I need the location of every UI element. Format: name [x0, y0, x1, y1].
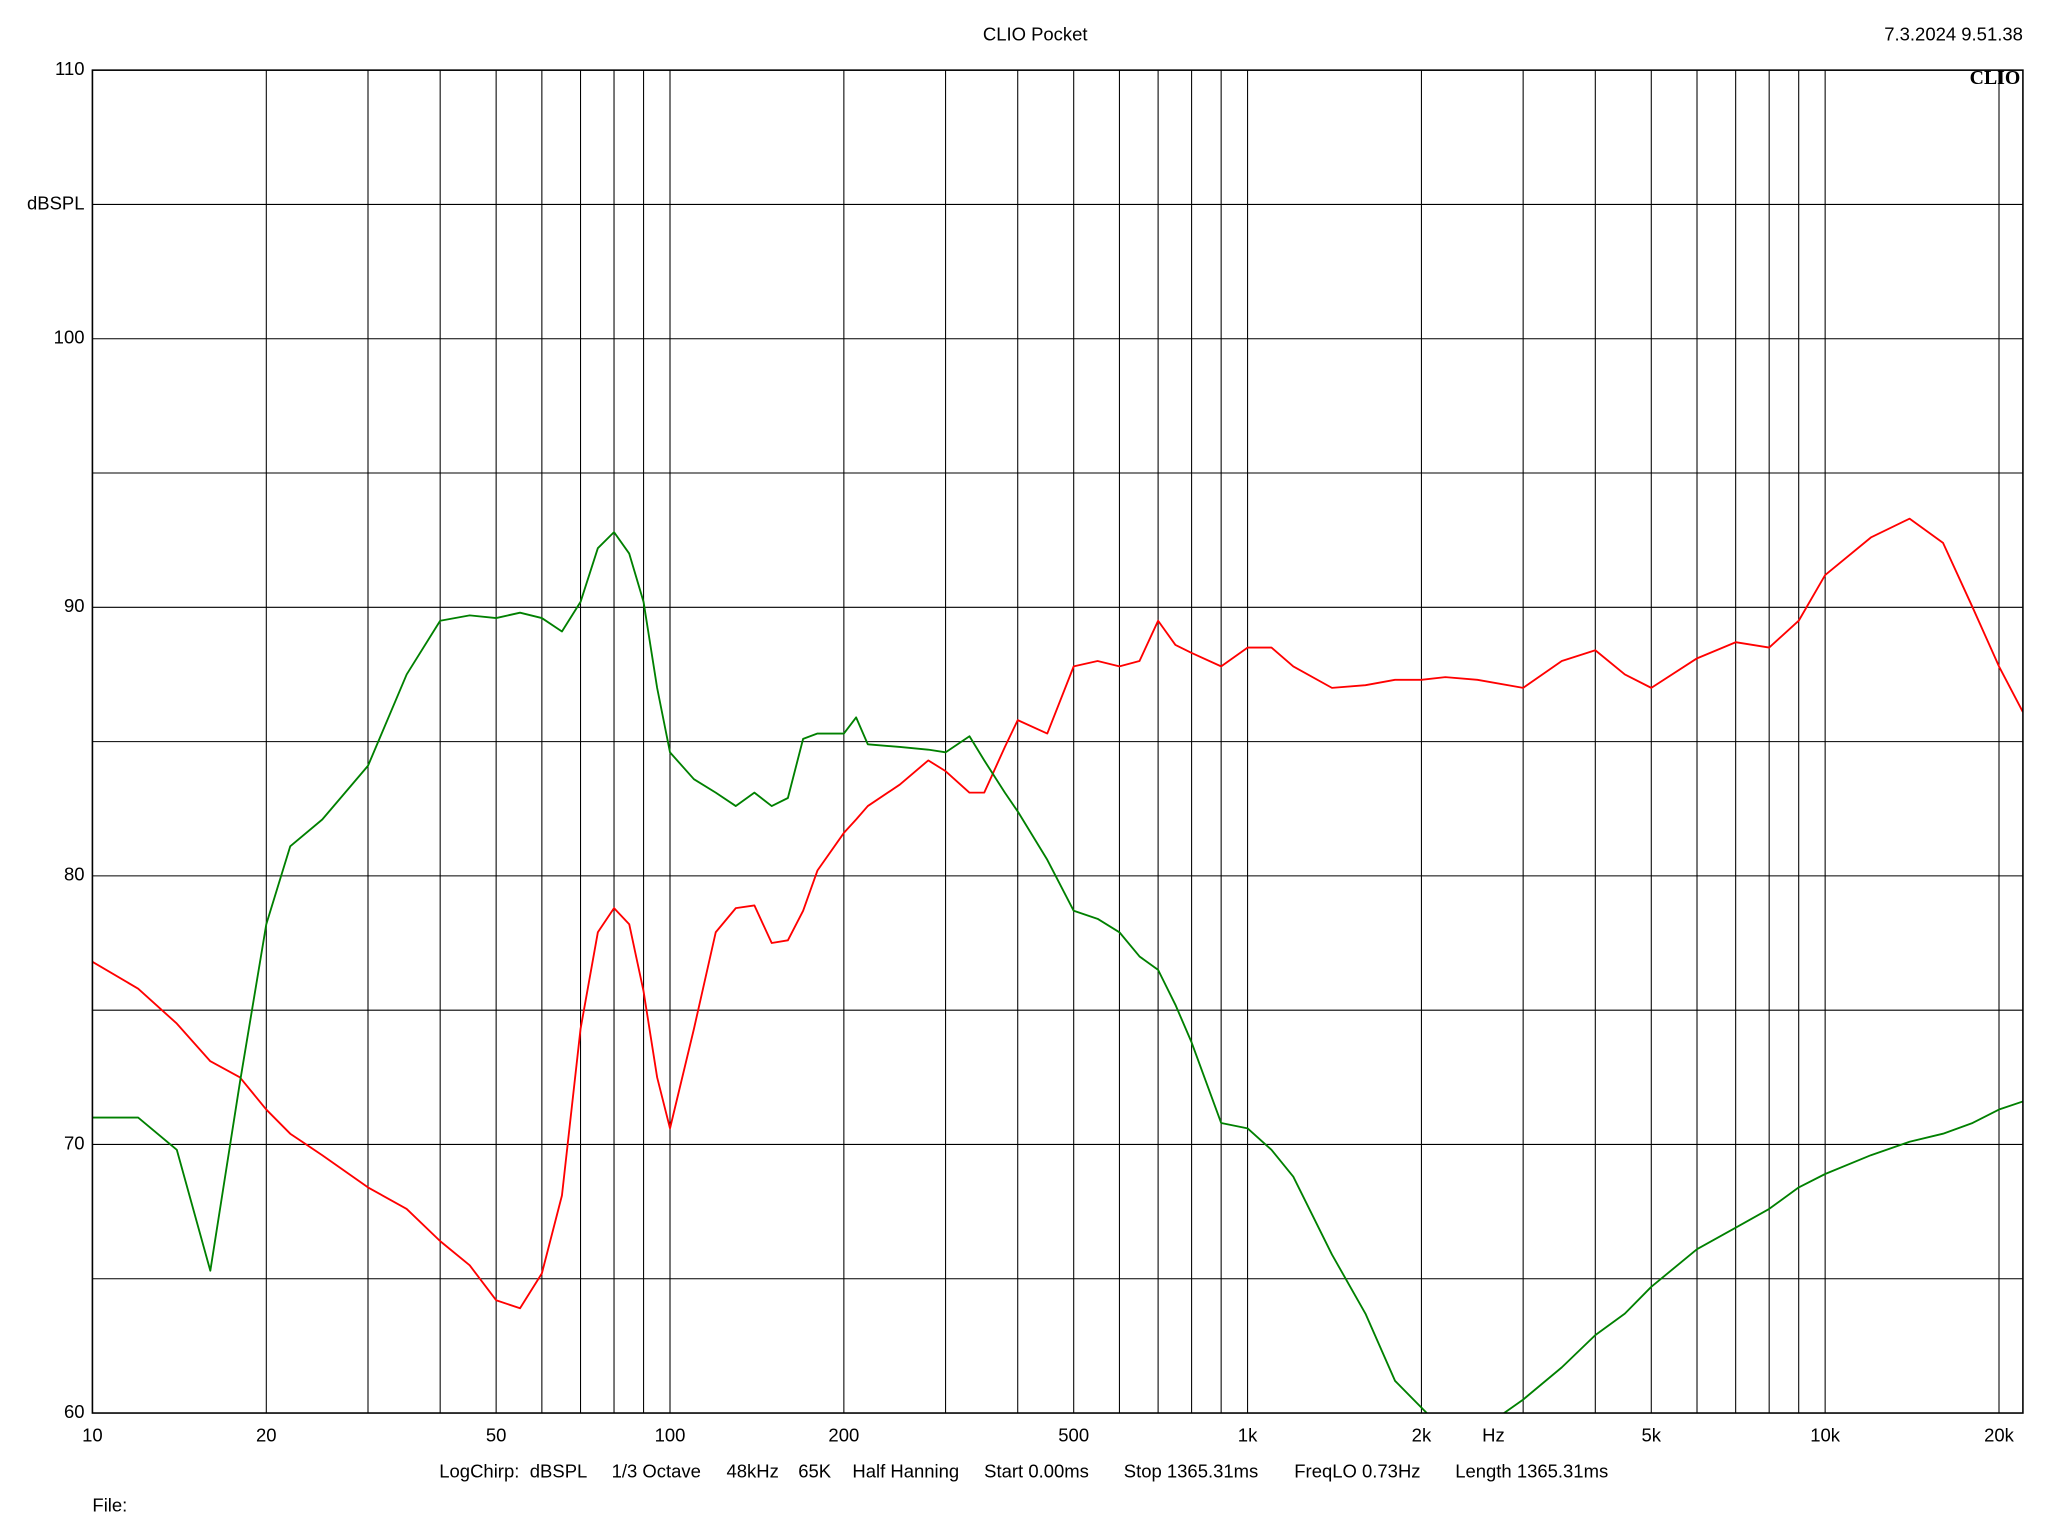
footer-item: FreqLO 0.73Hz — [1294, 1460, 1420, 1481]
footer-item: 48kHz — [726, 1460, 778, 1481]
x-tick-label: 10k — [1810, 1425, 1841, 1446]
x-tick-label: 20k — [1984, 1425, 2015, 1446]
grid — [91, 69, 2023, 1414]
chart-title: CLIO Pocket — [983, 24, 1088, 45]
footer-item: Start 0.00ms — [984, 1460, 1089, 1481]
logo: CLIO — [1970, 67, 2021, 89]
series-line — [92, 517, 2023, 1310]
plot-frame — [91, 69, 2024, 1414]
footer-item: Half Hanning — [852, 1460, 959, 1481]
footer-item: dBSPL — [530, 1460, 588, 1481]
footer-item: LogChirp: — [439, 1460, 519, 1481]
series-line — [92, 531, 2023, 1414]
timestamp: 7.3.2024 9.51.38 — [1884, 24, 2023, 45]
y-tick-label: 100 — [54, 327, 85, 348]
y-tick-label: 70 — [64, 1132, 85, 1153]
x-tick-label: 2k — [1412, 1425, 1432, 1446]
x-tick-label: 5k — [1642, 1425, 1662, 1446]
footer-item: Length 1365.31ms — [1455, 1460, 1608, 1481]
x-axis-label: Hz — [1482, 1425, 1505, 1446]
x-tick-label: 20 — [256, 1425, 277, 1446]
plot — [92, 517, 2023, 1414]
footer-item: Stop 1365.31ms — [1124, 1460, 1259, 1481]
y-tick-label: 90 — [64, 595, 85, 616]
x-tick-label: 10 — [82, 1425, 103, 1446]
y-tick-label: 110 — [55, 58, 84, 79]
file-label: File: — [92, 1495, 127, 1516]
x-tick-label: 1k — [1238, 1425, 1258, 1446]
x-tick-label: 500 — [1058, 1425, 1089, 1446]
footer-item: 1/3 Octave — [612, 1460, 701, 1481]
x-tick-label: 200 — [828, 1425, 859, 1446]
footer-item: 65K — [798, 1460, 832, 1481]
y-axis-label: dBSPL — [27, 193, 85, 214]
y-tick-label: 60 — [64, 1401, 85, 1422]
y-tick-label: 80 — [64, 864, 85, 885]
x-tick-label: 50 — [486, 1425, 507, 1446]
x-tick-label: 100 — [655, 1425, 686, 1446]
